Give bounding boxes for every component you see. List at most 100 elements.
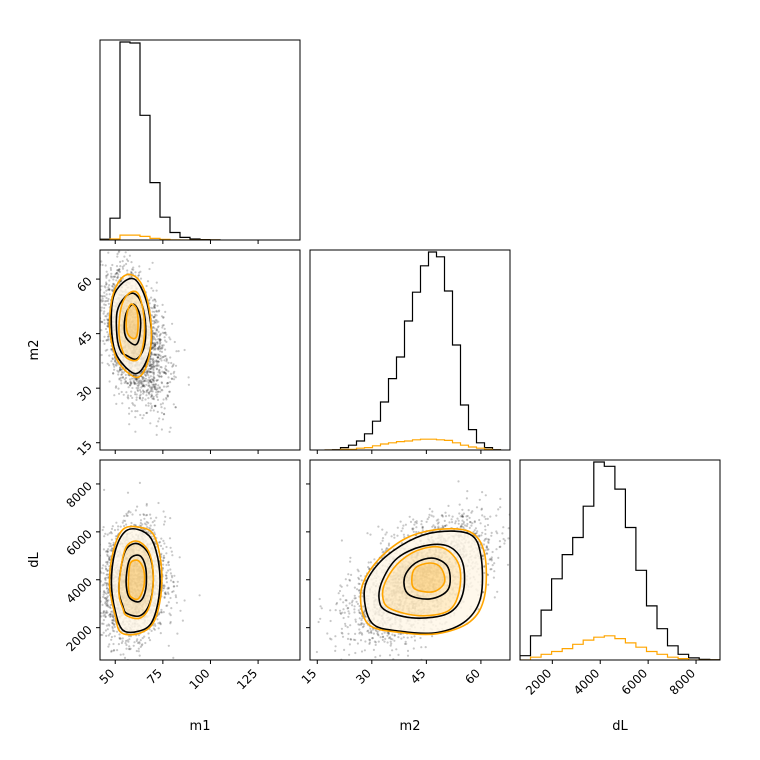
sample-point	[150, 353, 153, 357]
sample-point	[152, 398, 156, 401]
sample-point	[141, 377, 144, 380]
sample-point	[151, 326, 154, 329]
sample-point	[129, 384, 132, 387]
sample-point	[106, 550, 110, 553]
sample-point	[115, 361, 118, 364]
sample-point	[130, 261, 133, 264]
sample-point	[151, 367, 155, 370]
sample-point	[161, 331, 164, 334]
sample-point	[104, 327, 108, 331]
sample-point	[152, 344, 155, 347]
sample-point	[102, 593, 105, 596]
sample-point	[120, 376, 123, 379]
sample-point	[153, 524, 156, 527]
sample-point	[133, 381, 136, 384]
sample-point	[102, 631, 105, 634]
sample-point	[162, 371, 165, 374]
sample-point	[121, 265, 124, 268]
sample-point	[135, 386, 138, 390]
sample-point	[156, 304, 159, 307]
sample-point	[137, 380, 140, 383]
sample-point	[167, 569, 170, 572]
sample-point	[152, 343, 155, 346]
sample-point	[140, 386, 143, 389]
sample-point	[161, 370, 164, 373]
sample-point	[154, 343, 157, 346]
sample-point	[105, 283, 108, 286]
sample-point	[135, 377, 138, 381]
sample-point	[159, 403, 162, 406]
sample-point	[153, 298, 156, 301]
sample-point	[162, 316, 165, 319]
sample-point	[156, 353, 160, 356]
sample-point	[135, 379, 138, 382]
sample-point	[136, 638, 139, 641]
sample-point	[177, 350, 180, 353]
sample-point	[153, 628, 156, 631]
sample-point	[107, 339, 110, 342]
sample-point	[109, 268, 113, 271]
sample-point	[152, 345, 155, 348]
sample-point	[134, 416, 137, 419]
sample-point	[138, 389, 142, 392]
sample-point	[153, 387, 157, 391]
sample-point	[149, 386, 152, 389]
sample-point	[123, 524, 126, 528]
sample-point	[157, 346, 161, 349]
sample-point	[150, 366, 153, 369]
sample-point	[143, 379, 146, 382]
sample-point	[123, 255, 126, 258]
sample-point	[139, 379, 142, 382]
sample-point	[161, 324, 164, 327]
sample-point	[143, 385, 146, 388]
sample-point	[157, 325, 160, 328]
sample-point	[171, 576, 174, 579]
sample-point	[150, 380, 153, 384]
sample-point	[143, 377, 146, 380]
sample-point	[174, 406, 177, 409]
sample-point	[100, 260, 103, 263]
sample-point	[155, 329, 158, 332]
sample-point	[136, 410, 139, 413]
sample-point	[152, 409, 155, 412]
sample-point	[147, 521, 150, 525]
sample-point	[102, 612, 105, 615]
sample-point	[158, 338, 162, 341]
sample-point	[102, 548, 105, 551]
sample-point	[156, 390, 159, 393]
sample-point	[163, 595, 166, 599]
sample-point	[153, 376, 156, 379]
sample-point	[106, 595, 109, 598]
sample-point	[163, 596, 166, 600]
sample-point	[127, 386, 130, 389]
sample-point	[120, 373, 123, 376]
sample-point	[123, 656, 127, 660]
sample-point	[160, 357, 163, 360]
sample-point	[152, 528, 155, 531]
sample-point	[155, 425, 158, 428]
sample-point	[101, 633, 104, 637]
sample-point	[122, 653, 125, 656]
sample-point	[152, 320, 155, 323]
sample-point	[112, 619, 115, 622]
sample-point	[150, 394, 153, 397]
sample-point	[113, 625, 116, 629]
sample-point	[131, 386, 134, 390]
sample-point	[105, 296, 108, 300]
sample-point	[169, 372, 173, 375]
sample-point	[111, 629, 115, 632]
sample-point	[153, 377, 156, 380]
sample-point	[148, 298, 151, 301]
sample-point	[110, 547, 113, 550]
sample-point	[158, 369, 161, 372]
sample-point	[125, 512, 128, 515]
sample-point	[110, 638, 113, 641]
sample-point	[132, 381, 135, 384]
sample-point	[155, 433, 158, 436]
sample-point	[168, 390, 171, 393]
sample-point	[127, 640, 130, 643]
sample-point	[149, 402, 152, 405]
sample-point	[155, 360, 158, 363]
sample-point	[166, 395, 169, 398]
sample-point	[103, 322, 106, 325]
